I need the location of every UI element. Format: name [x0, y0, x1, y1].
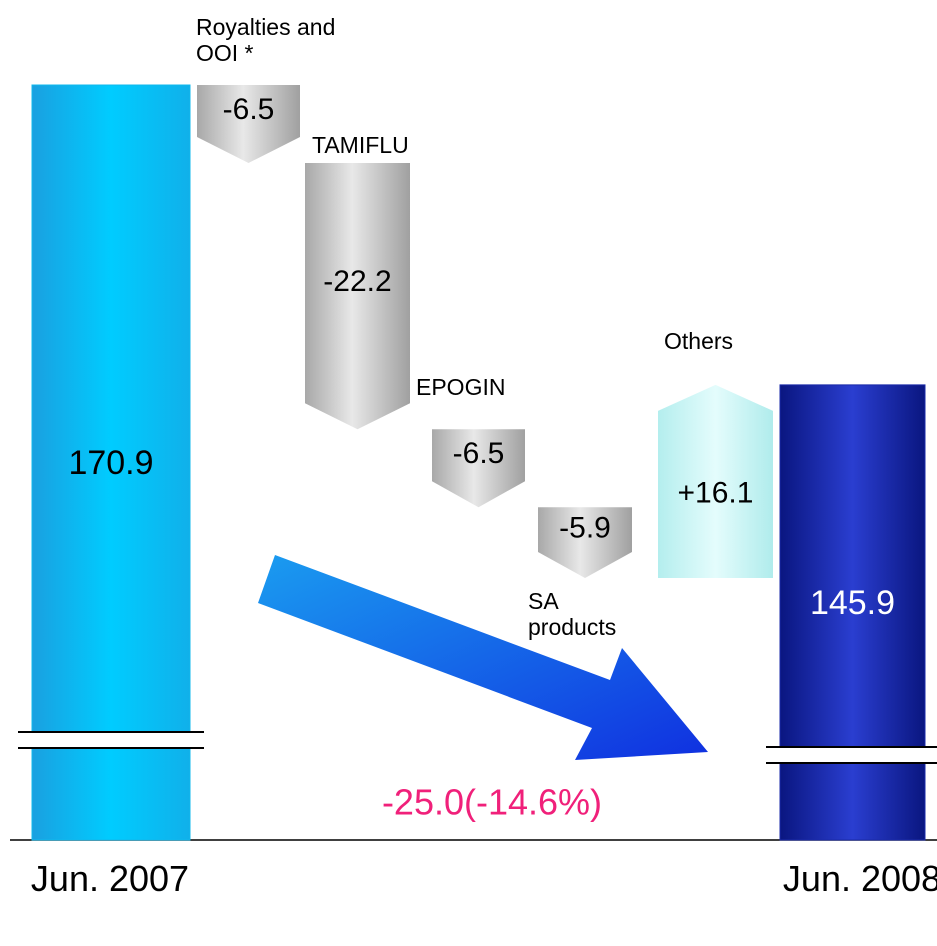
total-bar — [31, 84, 191, 841]
axis-break — [766, 747, 937, 763]
decrease-arrow — [305, 162, 410, 430]
decrease-arrow — [197, 85, 300, 163]
category-label: Jun. 2007 — [30, 858, 190, 899]
decrease-arrow — [432, 429, 525, 508]
value-label: +16.1 — [678, 476, 754, 509]
category-label: Jun. 2008 — [782, 858, 937, 899]
axis-break — [18, 732, 204, 748]
trend-arrow — [258, 555, 708, 760]
value-label: -5.9 — [559, 512, 611, 545]
category-label: Royalties and OOI * — [196, 14, 336, 67]
decrease-arrow — [538, 507, 632, 578]
value-label: 145.9 — [810, 584, 895, 622]
increase-arrow — [658, 384, 773, 578]
value-label: -6.5 — [223, 93, 275, 126]
value-label: -6.5 — [453, 437, 505, 470]
value-label: 170.9 — [68, 444, 153, 482]
total-bar — [779, 384, 926, 841]
annotation: -25.0(-14.6%) — [382, 782, 602, 823]
category-label: EPOGIN — [416, 374, 506, 400]
category-label: SA products — [528, 588, 617, 641]
category-label: Others — [664, 328, 734, 354]
value-label: -22.2 — [323, 265, 391, 298]
category-label: TAMIFLU — [312, 132, 409, 158]
